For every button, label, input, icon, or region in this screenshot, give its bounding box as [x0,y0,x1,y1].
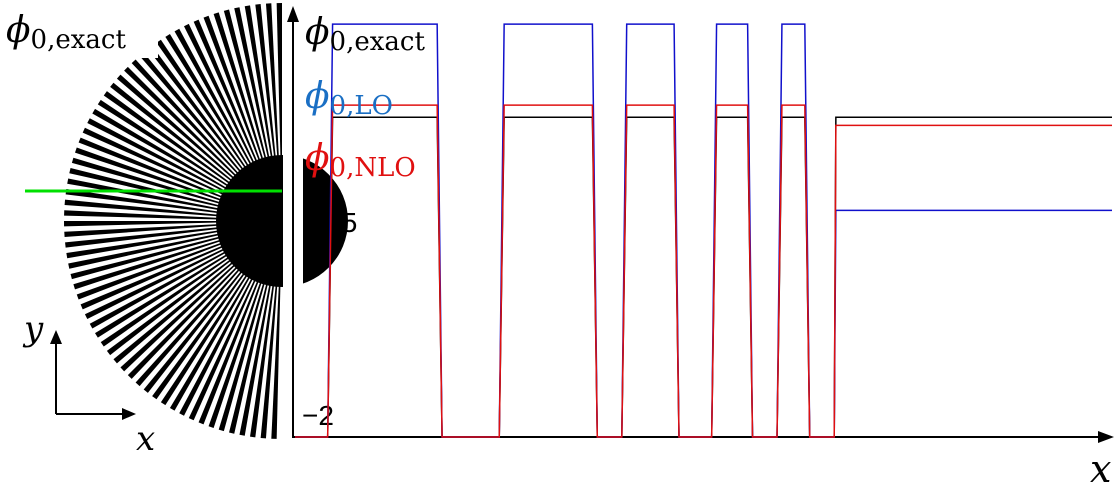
y-tick-label-2: −2 [302,400,334,431]
series-layer [295,23,1112,438]
series-line-exact [295,116,1112,438]
legend-item-lo: ϕ0,LO [305,76,393,121]
series-line-lo [295,23,1112,438]
legend-item-nlo: ϕ0,NLO [305,138,416,183]
starburst-panel: ϕ0,exact y x [0,0,348,490]
left-title: ϕ0,exact [6,10,126,55]
left-title-sub: 0,exact [31,25,127,55]
x-axis-label: x [1090,447,1111,490]
series-line-nlo [295,104,1112,438]
y-tick-2: −2 [302,400,334,431]
axis-indicator-x-label: x [136,419,155,459]
chart: x −2.5 −2 ϕ0,exact ϕ0,LO ϕ0,NLO [287,6,1114,490]
legend: ϕ0,exact ϕ0,LO ϕ0,NLO [305,12,425,183]
starburst-center-disk [216,155,348,287]
x-axis-arrow [1098,431,1114,443]
left-title-main: ϕ [6,10,31,51]
axis-indicator-y-label: y [22,309,44,349]
axis-indicator-y-arrow [50,330,62,344]
legend-item-exact: ϕ0,exact [305,12,425,57]
y-axis-arrow [287,6,299,22]
axis-indicator-x-arrow [122,408,136,420]
